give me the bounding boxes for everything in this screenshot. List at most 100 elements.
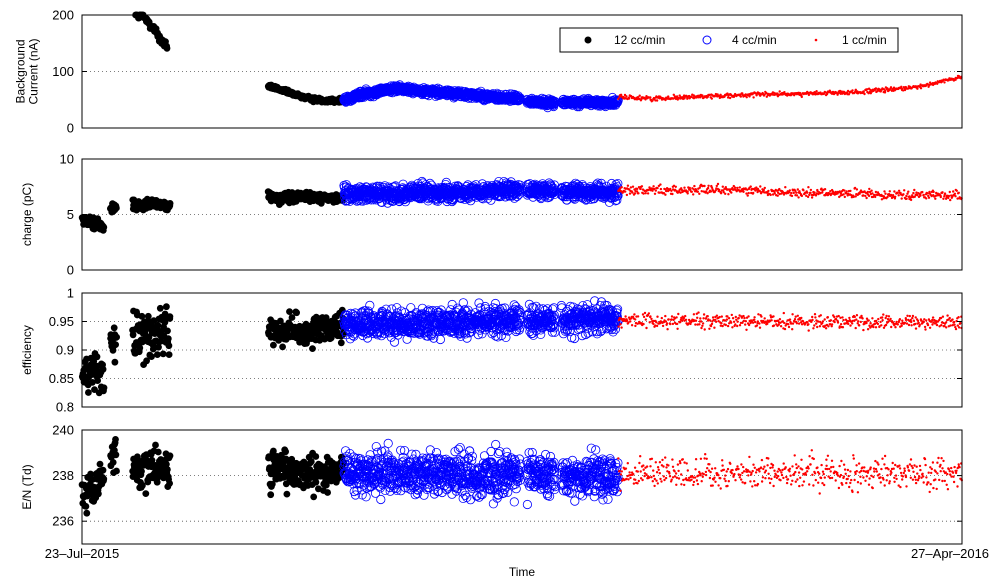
data-point-1-cc-min <box>943 81 946 84</box>
data-point-1-cc-min <box>903 189 906 192</box>
data-point-1-cc-min <box>921 190 924 194</box>
data-point-1-cc-min <box>625 95 628 98</box>
data-point-1-cc-min <box>868 187 871 191</box>
data-point-1-cc-min <box>624 315 627 318</box>
data-point-1-cc-min <box>852 195 855 199</box>
data-point-1-cc-min <box>795 191 798 194</box>
data-point-1-cc-min <box>745 192 748 195</box>
data-point-1-cc-min <box>624 190 627 193</box>
y-tick-label: 0 <box>67 263 74 278</box>
data-point-1-cc-min <box>707 184 710 187</box>
data-point-1-cc-min <box>925 197 928 200</box>
data-point-1-cc-min <box>790 194 794 198</box>
data-point-1-cc-min <box>947 194 951 198</box>
data-point-1-cc-min <box>953 192 957 195</box>
data-point-1-cc-min <box>795 194 799 197</box>
data-point-1-cc-min <box>655 99 659 102</box>
data-point-12-cc-min <box>163 303 170 311</box>
data-point-1-cc-min <box>659 183 662 186</box>
data-point-1-cc-min <box>752 191 755 195</box>
data-point-1-cc-min <box>843 195 846 199</box>
data-point-4-cc-min <box>474 298 484 308</box>
data-point-1-cc-min <box>896 191 899 195</box>
data-point-1-cc-min <box>913 188 916 192</box>
data-point-1-cc-min <box>752 96 755 99</box>
data-point-12-cc-min <box>148 353 155 360</box>
data-point-12-cc-min <box>156 304 164 312</box>
data-point-1-cc-min <box>957 191 960 194</box>
data-point-1-cc-min <box>703 184 706 188</box>
data-point-1-cc-min <box>810 196 814 199</box>
data-point-1-cc-min <box>636 187 639 191</box>
data-point-1-cc-min <box>749 185 752 188</box>
data-point-1-cc-min <box>769 193 772 197</box>
data-point-12-cc-min <box>166 200 174 207</box>
data-point-1-cc-min <box>747 191 750 195</box>
data-point-1-cc-min <box>759 185 762 188</box>
data-point-1-cc-min <box>767 189 770 193</box>
data-point-1-cc-min <box>919 87 923 90</box>
data-point-1-cc-min <box>854 195 857 198</box>
data-point-1-cc-min <box>640 185 644 188</box>
data-point-1-cc-min <box>629 186 633 189</box>
data-point-1-cc-min <box>709 190 713 193</box>
data-point-1-cc-min <box>728 96 732 100</box>
data-point-1-cc-min <box>916 87 919 90</box>
data-point-1-cc-min <box>888 190 891 193</box>
data-point-1-cc-min <box>701 94 704 97</box>
data-point-1-cc-min <box>627 97 631 100</box>
y-tick-label: 0 <box>67 121 74 136</box>
data-point-12-cc-min <box>154 321 162 329</box>
data-point-1-cc-min <box>642 192 645 195</box>
data-point-1-cc-min <box>778 90 781 93</box>
data-point-1-cc-min <box>845 190 848 193</box>
data-point-1-cc-min <box>905 194 908 198</box>
data-point-1-cc-min <box>866 190 870 194</box>
data-point-1-cc-min <box>653 192 657 195</box>
y-tick-label: 5 <box>67 207 74 222</box>
data-point-1-cc-min <box>870 189 873 192</box>
data-point-12-cc-min <box>159 350 167 358</box>
data-point-1-cc-min <box>943 192 947 195</box>
data-point-1-cc-min <box>739 95 742 98</box>
data-point-12-cc-min <box>164 327 171 335</box>
data-point-1-cc-min <box>762 188 765 192</box>
data-point-1-cc-min <box>626 184 630 187</box>
data-point-1-cc-min <box>736 186 739 190</box>
data-point-12-cc-min <box>85 389 92 396</box>
data-point-12-cc-min <box>337 339 345 347</box>
data-point-1-cc-min <box>631 185 635 188</box>
data-point-1-cc-min <box>902 193 905 196</box>
data-point-1-cc-min <box>693 184 696 188</box>
data-point-1-cc-min <box>710 97 713 100</box>
data-point-1-cc-min <box>790 191 793 195</box>
data-point-1-cc-min <box>862 194 865 197</box>
data-point-1-cc-min <box>633 192 637 195</box>
data-point-1-cc-min <box>922 193 925 197</box>
data-point-1-cc-min <box>796 188 799 191</box>
y-tick-label: 200 <box>52 8 74 23</box>
data-point-1-cc-min <box>706 186 710 190</box>
data-point-1-cc-min <box>738 186 741 189</box>
data-point-12-cc-min <box>93 353 101 361</box>
data-point-1-cc-min <box>617 325 620 328</box>
data-point-1-cc-min <box>897 189 901 192</box>
data-point-1-cc-min <box>900 197 903 200</box>
data-point-1-cc-min <box>745 96 748 99</box>
data-point-12-cc-min <box>100 223 108 231</box>
data-point-12-cc-min <box>270 341 277 349</box>
data-point-1-cc-min <box>644 192 647 195</box>
data-point-1-cc-min <box>788 189 791 192</box>
data-point-1-cc-min <box>638 94 641 97</box>
data-point-1-cc-min <box>862 90 865 94</box>
data-point-1-cc-min <box>949 198 952 202</box>
data-point-1-cc-min <box>718 188 721 191</box>
data-point-1-cc-min <box>719 192 723 195</box>
data-points <box>78 176 963 234</box>
data-point-12-cc-min <box>165 351 173 358</box>
data-point-1-cc-min <box>631 191 634 194</box>
y-axis-label-line: charge (pC) <box>20 183 34 246</box>
